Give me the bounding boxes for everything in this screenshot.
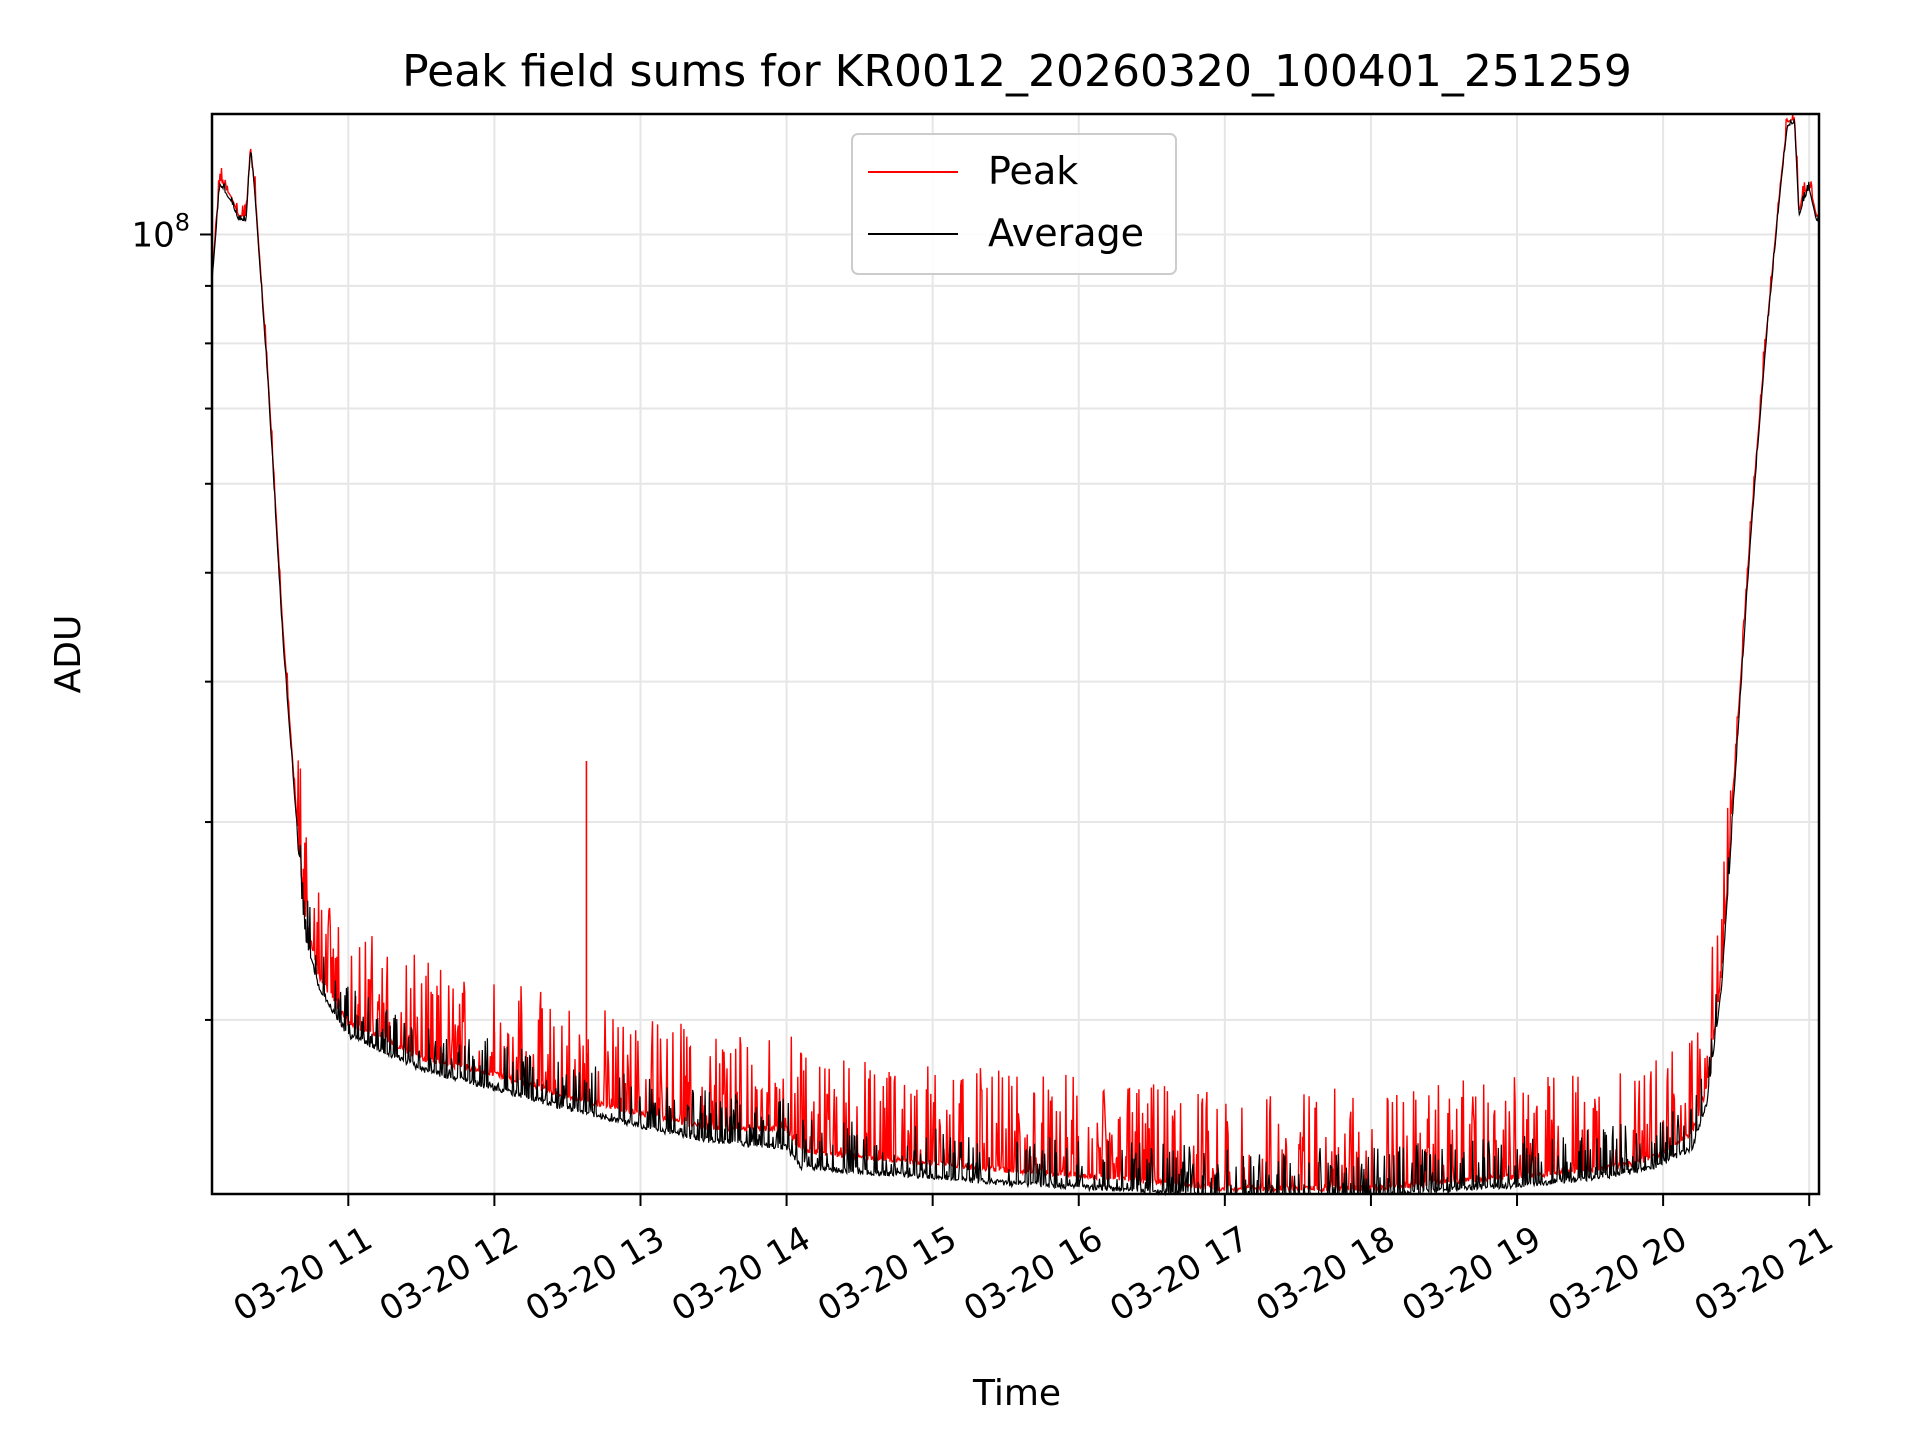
- x-axis-label: Time: [972, 1373, 1061, 1414]
- legend-peak-label: Peak: [988, 149, 1078, 193]
- series-layer: [211, 114, 1820, 1197]
- legend-box: [851, 133, 1177, 275]
- y-tick-label: 108: [131, 208, 190, 255]
- y-axis-label: ADU: [48, 615, 89, 694]
- chart-title: Peak field sums for KR0012_20260320_1004…: [402, 46, 1632, 97]
- series-line-average: [211, 118, 1820, 1197]
- grid-layer: [212, 114, 1819, 1194]
- legend-average-label: Average: [988, 211, 1144, 255]
- plot-frame: [210, 112, 1821, 1196]
- legend: Peak Average: [851, 133, 1177, 275]
